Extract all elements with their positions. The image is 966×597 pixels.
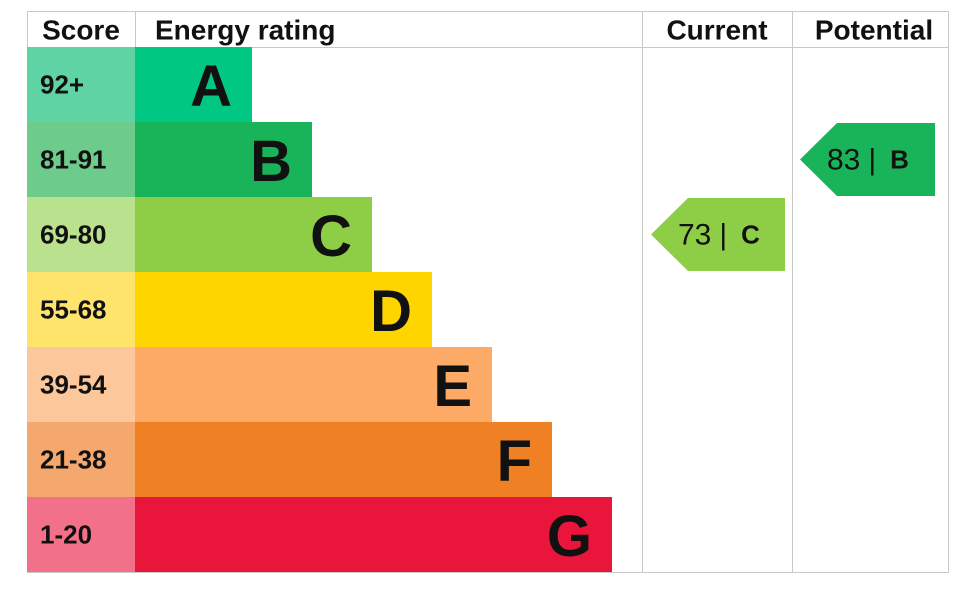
- score-label: 1-20: [40, 520, 92, 550]
- band-letter: A: [190, 54, 232, 119]
- arrow-letter: B: [890, 145, 909, 175]
- arrow-separator: |: [719, 218, 727, 251]
- band-letter: C: [310, 204, 352, 269]
- score-cell: [27, 197, 135, 272]
- score-cell: [27, 122, 135, 197]
- header-current: Current: [666, 15, 767, 46]
- arrow-label: 83 | B: [827, 143, 909, 176]
- score-cell: [27, 47, 135, 122]
- band-letter: E: [433, 354, 472, 419]
- score-cell: [27, 497, 135, 572]
- band-letter: B: [250, 129, 292, 194]
- band-letter: D: [370, 279, 412, 344]
- score-cell: [27, 347, 135, 422]
- rating-bar: [135, 272, 432, 347]
- score-label: 92+: [40, 70, 84, 100]
- score-cell: [27, 422, 135, 497]
- rating-bar: [135, 47, 252, 122]
- arrow-separator: |: [868, 143, 876, 176]
- header-score: Score: [42, 15, 120, 46]
- potential-arrow: 83 | B: [800, 123, 935, 196]
- rating-bar: [135, 347, 492, 422]
- arrow-label: 73 | C: [678, 218, 760, 251]
- score-label: 55-68: [40, 295, 107, 325]
- band-letter: G: [547, 504, 592, 569]
- header-potential: Potential: [815, 15, 933, 46]
- header-rating: Energy rating: [155, 15, 335, 46]
- score-cell: [27, 272, 135, 347]
- score-label: 69-80: [40, 220, 107, 250]
- band-letter: F: [497, 429, 532, 494]
- arrow-value: 83: [827, 143, 860, 176]
- score-label: 21-38: [40, 445, 107, 475]
- score-label: 39-54: [40, 370, 107, 400]
- score-label: 81-91: [40, 145, 107, 175]
- current-arrow: 73 | C: [651, 198, 785, 271]
- rating-bar: [135, 422, 552, 497]
- arrow-letter: C: [741, 220, 760, 250]
- rating-bar: [135, 497, 612, 572]
- arrow-shape: [651, 198, 785, 271]
- arrow-shape: [800, 123, 935, 196]
- arrow-value: 73: [678, 218, 711, 251]
- rating-bar: [135, 122, 312, 197]
- rating-bar: [135, 197, 372, 272]
